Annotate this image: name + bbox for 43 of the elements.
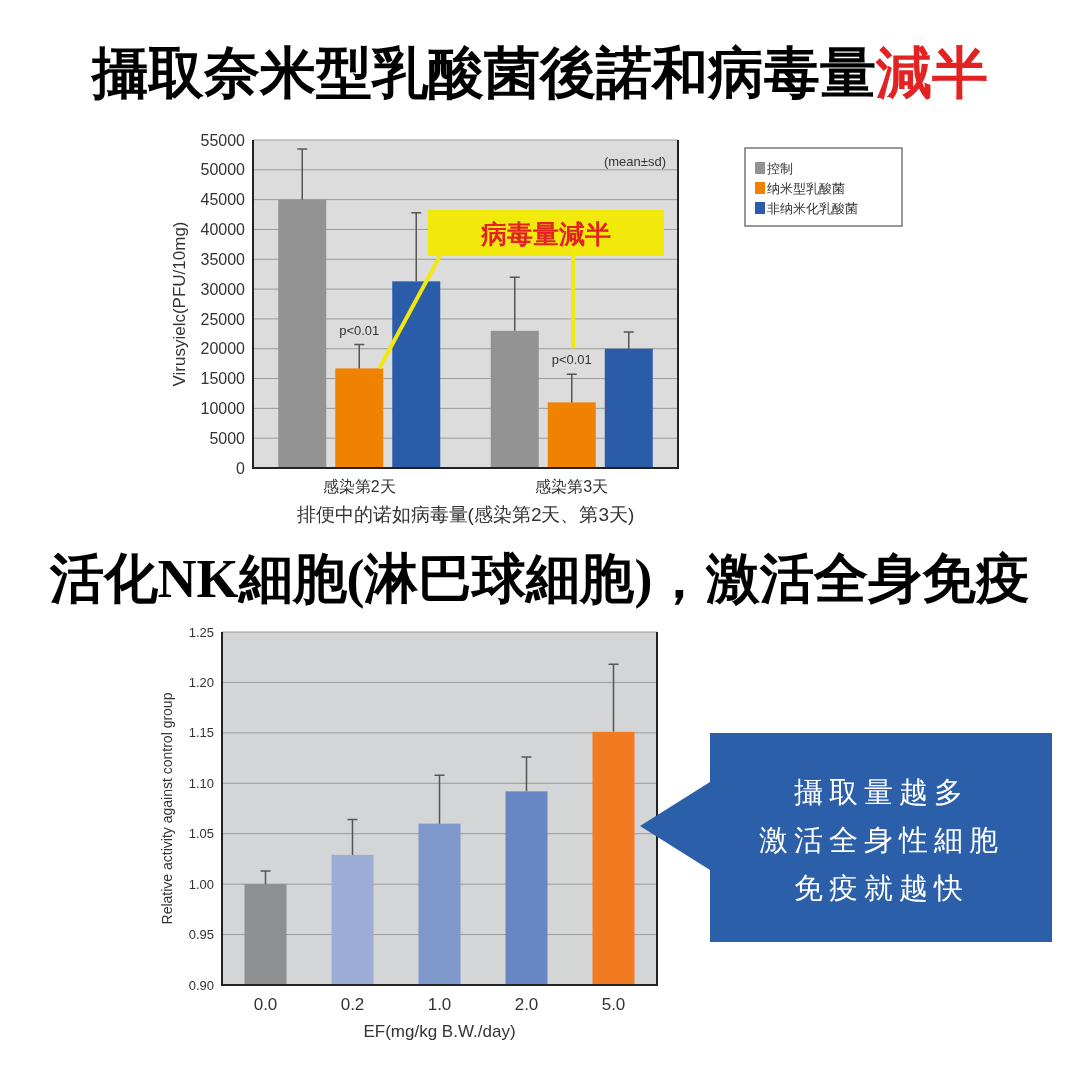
y-tick-label: 30000 xyxy=(200,280,246,298)
y-tick-label: 20000 xyxy=(200,340,246,358)
chart-title: 活化NK細胞(淋巴球細胞)，激活全身免疫 xyxy=(48,549,1031,609)
y-tick-label: 55000 xyxy=(200,131,246,149)
x-axis-title: EF(mg/kg B.W./day) xyxy=(363,1022,516,1041)
y-tick-label: 0 xyxy=(236,459,246,477)
x-axis-title: 排便中的诺如病毒量(感染第2天、第3天) xyxy=(296,504,635,525)
y-tick-label: 25000 xyxy=(200,310,246,328)
text: 免疫就越快 xyxy=(793,872,969,904)
annotation: p<0.01 xyxy=(339,322,380,338)
y-tick-label: 5000 xyxy=(209,429,246,447)
y-tick-label: 1.20 xyxy=(188,674,214,690)
y-tick-label: 1.15 xyxy=(188,725,214,741)
x-tick-label: 5.0 xyxy=(601,995,626,1014)
chart-title: 攝取奈米型乳酸菌後諾和病毒量減半 xyxy=(90,42,988,104)
y-tick-label: 50000 xyxy=(200,161,246,179)
y-tick-label: 1.25 xyxy=(188,624,214,640)
annotation: p<0.01 xyxy=(551,352,592,368)
y-tick-label: 45000 xyxy=(200,191,246,209)
x-tick-label: 感染第2天 xyxy=(322,478,396,495)
y-tick-label: 1.00 xyxy=(188,876,214,892)
legend-label: 控制 xyxy=(767,161,793,176)
text: 攝取量越多 xyxy=(793,776,969,808)
x-tick-label: 感染第3天 xyxy=(535,478,609,495)
text: 激活全身性細胞 xyxy=(758,824,1004,856)
y-tick-label: 10000 xyxy=(200,399,246,417)
y-tick-label: 0.95 xyxy=(188,927,214,943)
y-axis-title: Virusyielc(PFU/10mg) xyxy=(170,221,189,387)
y-tick-label: 15000 xyxy=(200,370,246,388)
y-tick-label: 1.10 xyxy=(188,775,214,791)
y-tick-label: 0.90 xyxy=(188,977,214,993)
y-tick-label: 35000 xyxy=(200,250,246,268)
x-tick-label: 0.0 xyxy=(253,995,278,1014)
y-axis-title: Relative activity against control group xyxy=(159,692,175,925)
x-tick-label: 0.2 xyxy=(340,995,365,1014)
annotation: 病毒量減半 xyxy=(480,219,611,249)
y-tick-label: 1.05 xyxy=(188,826,214,842)
x-tick-label: 1.0 xyxy=(427,995,452,1014)
legend-label: 非纳米化乳酸菌 xyxy=(767,201,858,216)
legend-label: 纳米型乳酸菌 xyxy=(767,181,845,196)
y-tick-label: 40000 xyxy=(200,221,246,239)
annotation: (mean±sd) xyxy=(603,154,666,169)
x-tick-label: 2.0 xyxy=(514,995,539,1014)
